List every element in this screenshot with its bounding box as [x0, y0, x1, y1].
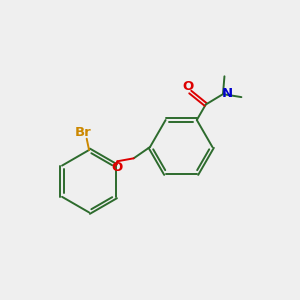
- Text: O: O: [182, 80, 194, 93]
- Text: N: N: [221, 87, 233, 100]
- Text: Br: Br: [75, 126, 92, 139]
- Text: O: O: [112, 161, 123, 174]
